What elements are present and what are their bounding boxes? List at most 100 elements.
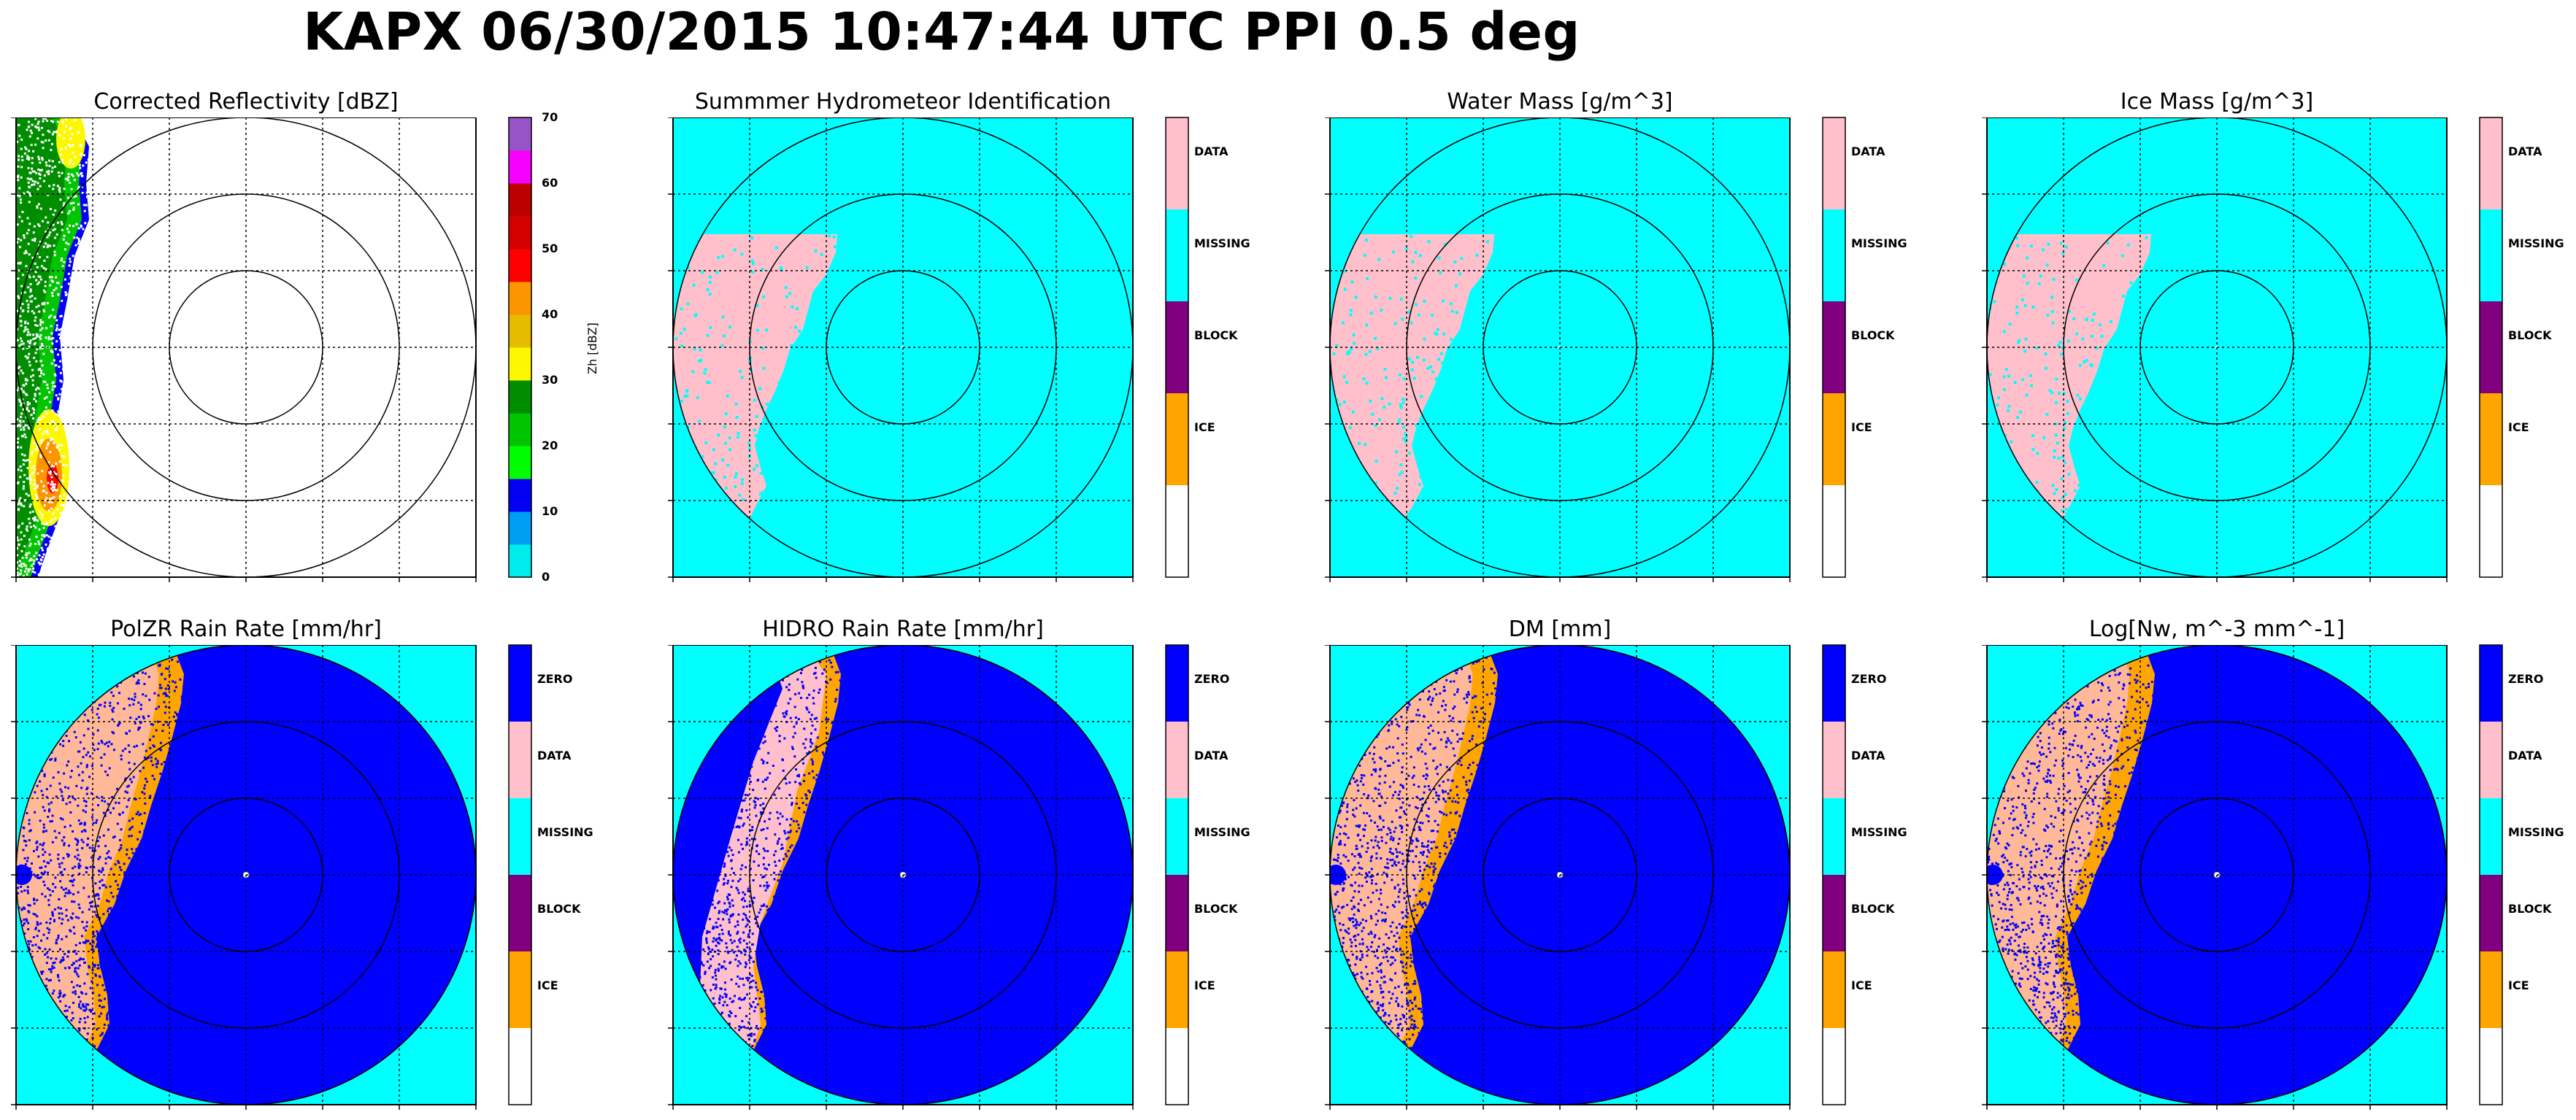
- data-speckle: [685, 389, 689, 393]
- data-speckle: [39, 563, 42, 565]
- data-speckle: [128, 828, 131, 831]
- data-speckle: [36, 335, 39, 338]
- data-speckle: [47, 221, 50, 224]
- data-speckle: [751, 825, 754, 828]
- data-speckle: [1411, 260, 1415, 263]
- data-speckle: [694, 313, 698, 317]
- data-speckle: [18, 525, 20, 528]
- colorbar-tick-label: 30: [542, 373, 558, 387]
- data-speckle: [795, 802, 798, 805]
- data-speckle: [31, 123, 34, 126]
- data-speckle: [82, 958, 85, 961]
- data-speckle: [47, 956, 50, 959]
- data-speckle: [83, 1027, 86, 1030]
- colorbar-segment: [509, 446, 531, 479]
- data-speckle: [77, 865, 80, 868]
- data-speckle: [50, 483, 53, 486]
- data-speckle: [107, 856, 110, 859]
- data-speckle: [801, 801, 804, 804]
- data-speckle: [1442, 332, 1446, 336]
- data-speckle: [32, 935, 35, 938]
- data-speckle: [1395, 949, 1398, 951]
- data-speckle: [26, 525, 28, 528]
- data-speckle: [761, 347, 765, 350]
- data-speckle: [20, 138, 23, 141]
- data-speckle: [51, 889, 54, 892]
- data-speckle: [815, 717, 818, 719]
- data-speckle: [808, 791, 811, 794]
- data-speckle: [811, 762, 814, 765]
- data-speckle: [1437, 358, 1441, 361]
- data-speckle: [1415, 821, 1418, 824]
- data-speckle: [796, 307, 799, 311]
- data-speckle: [74, 990, 77, 993]
- data-speckle: [17, 508, 20, 511]
- data-speckle: [2078, 363, 2082, 367]
- colorbar-frame: [2479, 117, 2503, 578]
- data-speckle: [43, 775, 46, 778]
- data-speckle: [2037, 282, 2041, 285]
- data-speckle: [50, 143, 53, 146]
- data-speckle: [2010, 440, 2013, 444]
- data-speckle: [93, 935, 96, 938]
- data-speckle: [1388, 296, 1392, 300]
- data-speckle: [39, 275, 42, 278]
- data-speckle: [23, 564, 26, 567]
- data-speckle: [64, 967, 67, 970]
- data-speckle: [19, 262, 22, 265]
- data-speckle: [43, 397, 46, 400]
- data-speckle: [35, 279, 38, 282]
- data-speckle: [47, 803, 50, 806]
- data-speckle: [29, 525, 32, 528]
- data-speckle: [87, 158, 90, 161]
- data-speckle: [723, 911, 726, 914]
- data-speckle: [705, 838, 708, 841]
- data-speckle: [733, 248, 737, 252]
- data-speckle: [18, 269, 20, 272]
- data-speckle: [719, 924, 722, 927]
- data-speckle: [101, 869, 104, 872]
- data-speckle: [89, 942, 92, 945]
- data-speckle: [764, 849, 766, 852]
- colorbar-1: [1165, 117, 1189, 578]
- data-speckle: [97, 845, 100, 848]
- data-speckle: [33, 465, 36, 468]
- data-speckle: [42, 854, 45, 857]
- data-speckle: [34, 875, 37, 878]
- data-speckle: [740, 482, 744, 485]
- data-speckle: [759, 471, 763, 475]
- data-speckle: [138, 814, 141, 816]
- data-speckle: [682, 921, 685, 924]
- data-speckle: [16, 536, 19, 539]
- data-speckle: [19, 476, 22, 479]
- data-speckle: [72, 1017, 74, 1020]
- data-speckle: [84, 1021, 87, 1024]
- data-speckle: [59, 511, 62, 514]
- data-speckle: [78, 985, 81, 988]
- data-speckle: [2008, 323, 2012, 326]
- data-speckle: [723, 881, 726, 884]
- data-speckle: [720, 852, 723, 855]
- data-speckle: [118, 866, 121, 869]
- data-speckle: [51, 388, 54, 391]
- data-speckle: [27, 940, 30, 943]
- data-speckle: [1418, 826, 1420, 829]
- data-speckle: [64, 994, 66, 997]
- colorbar-tick-label: 40: [542, 307, 558, 321]
- data-speckle: [815, 773, 818, 776]
- data-speckle: [815, 749, 818, 752]
- data-speckle: [180, 695, 183, 698]
- data-speckle: [699, 870, 702, 873]
- data-speckle: [712, 925, 715, 928]
- data-speckle: [71, 964, 74, 967]
- data-speckle: [77, 891, 80, 894]
- data-speckle: [79, 822, 82, 825]
- data-speckle: [745, 809, 748, 812]
- data-speckle: [691, 919, 694, 922]
- data-speckle: [758, 911, 761, 914]
- data-speckle: [722, 787, 725, 789]
- data-speckle: [115, 880, 118, 883]
- data-speckle: [76, 843, 79, 846]
- data-speckle: [37, 946, 40, 949]
- data-speckle: [1404, 436, 1408, 439]
